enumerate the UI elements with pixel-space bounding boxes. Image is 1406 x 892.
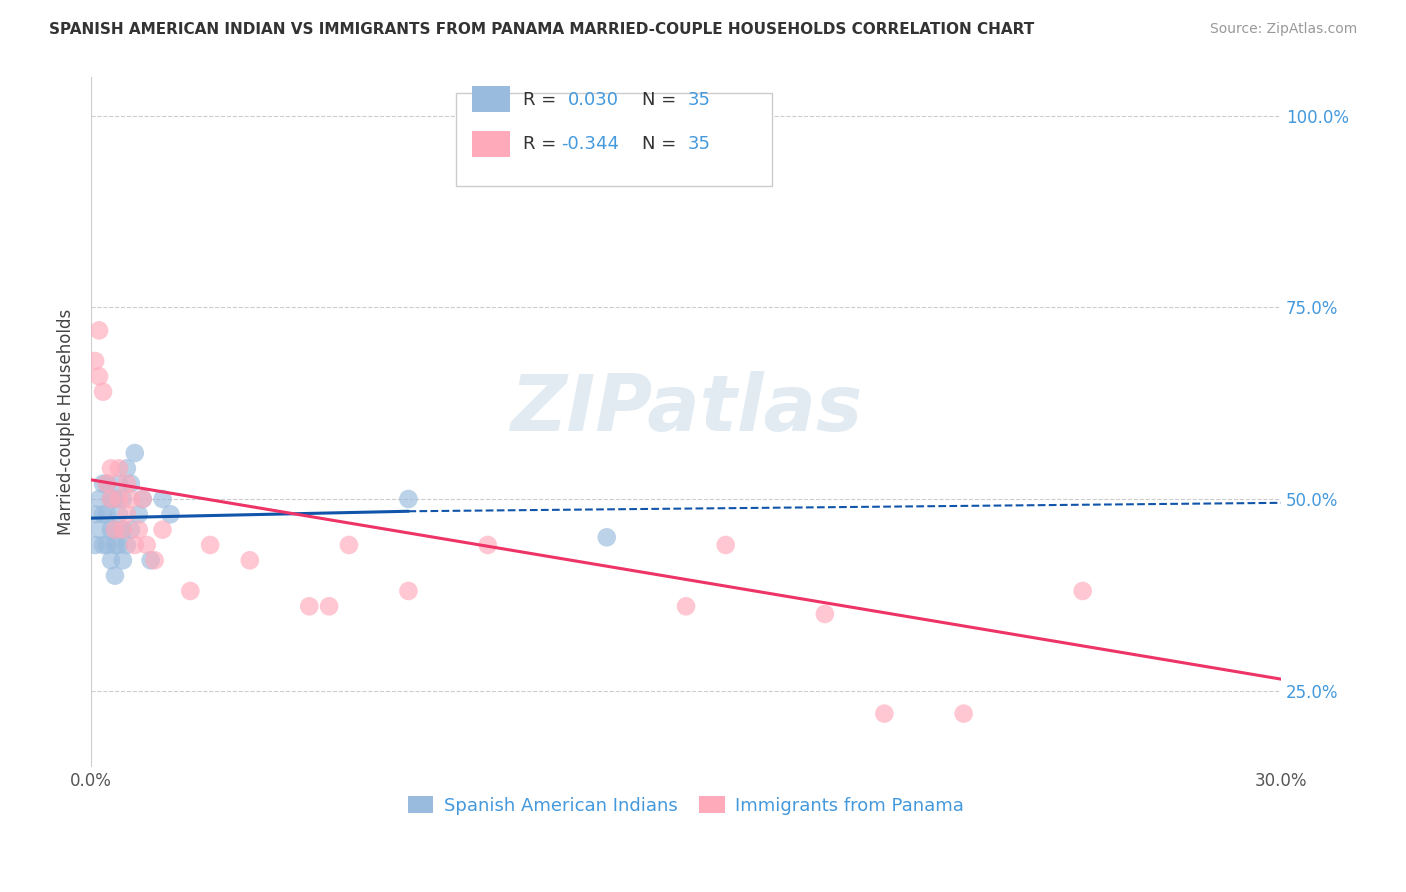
Point (104, 523, 127, 537)
Point (108, 508, 131, 522)
Point (318, 599, 340, 614)
Point (396, 491, 419, 506)
Point (477, 538, 499, 552)
Point (135, 538, 157, 552)
Point (104, 568, 127, 582)
Point (115, 538, 138, 552)
Point (100, 461, 122, 475)
Text: N =: N = (643, 136, 682, 153)
Point (1071, 584, 1094, 599)
Point (87, 491, 110, 506)
Point (714, 538, 737, 552)
Point (132, 491, 155, 506)
Point (84, 354, 107, 368)
Point (96, 508, 118, 522)
Point (100, 491, 122, 506)
Point (120, 523, 142, 537)
Text: 35: 35 (688, 136, 710, 153)
Point (111, 491, 134, 506)
Text: -0.344: -0.344 (561, 136, 619, 153)
Text: R =: R = (523, 90, 562, 109)
Point (952, 706, 974, 721)
FancyBboxPatch shape (472, 86, 510, 112)
Legend: Spanish American Indians, Immigrants from Panama: Spanish American Indians, Immigrants fro… (399, 787, 973, 824)
Point (143, 553, 166, 567)
Point (87, 369, 110, 384)
Point (108, 476, 131, 491)
Point (115, 461, 138, 475)
Point (100, 523, 122, 537)
Point (108, 491, 131, 506)
Point (179, 584, 201, 599)
Point (91, 476, 114, 491)
Point (298, 599, 321, 614)
FancyBboxPatch shape (457, 93, 772, 186)
Point (124, 446, 146, 460)
Point (96, 538, 118, 552)
Point (120, 476, 142, 491)
Point (100, 553, 122, 567)
Point (111, 523, 134, 537)
Point (111, 553, 134, 567)
Point (120, 491, 142, 506)
Point (128, 523, 150, 537)
FancyBboxPatch shape (472, 130, 510, 157)
Point (132, 491, 155, 506)
Text: Source: ZipAtlas.com: Source: ZipAtlas.com (1209, 22, 1357, 37)
Point (91, 508, 114, 522)
Point (96, 476, 118, 491)
Point (337, 538, 360, 552)
Point (239, 553, 262, 567)
Point (104, 491, 127, 506)
Point (104, 538, 127, 552)
Text: 35: 35 (688, 90, 710, 109)
Point (84, 508, 107, 522)
Point (152, 491, 174, 506)
Text: ZIPatlas: ZIPatlas (510, 370, 862, 447)
Text: N =: N = (643, 90, 682, 109)
Point (128, 508, 150, 522)
Point (159, 508, 181, 522)
Point (115, 508, 138, 522)
Point (152, 523, 174, 537)
Point (873, 706, 896, 721)
Point (108, 461, 131, 475)
Point (84, 538, 107, 552)
Point (596, 530, 619, 544)
Point (91, 384, 114, 399)
Point (814, 607, 837, 621)
Point (91, 538, 114, 552)
Point (87, 523, 110, 537)
Point (396, 584, 419, 599)
Point (100, 491, 122, 506)
Point (87, 323, 110, 337)
Y-axis label: Married-couple Households: Married-couple Households (58, 310, 75, 535)
Point (198, 538, 221, 552)
Point (96, 476, 118, 491)
Text: R =: R = (523, 136, 562, 153)
Point (139, 553, 162, 567)
Point (111, 523, 134, 537)
Text: 0.030: 0.030 (568, 90, 619, 109)
Point (108, 538, 131, 552)
Point (124, 538, 146, 552)
Point (104, 523, 127, 537)
Text: SPANISH AMERICAN INDIAN VS IMMIGRANTS FROM PANAMA MARRIED-COUPLE HOUSEHOLDS CORR: SPANISH AMERICAN INDIAN VS IMMIGRANTS FR… (49, 22, 1035, 37)
Point (115, 476, 138, 491)
Point (675, 599, 697, 614)
